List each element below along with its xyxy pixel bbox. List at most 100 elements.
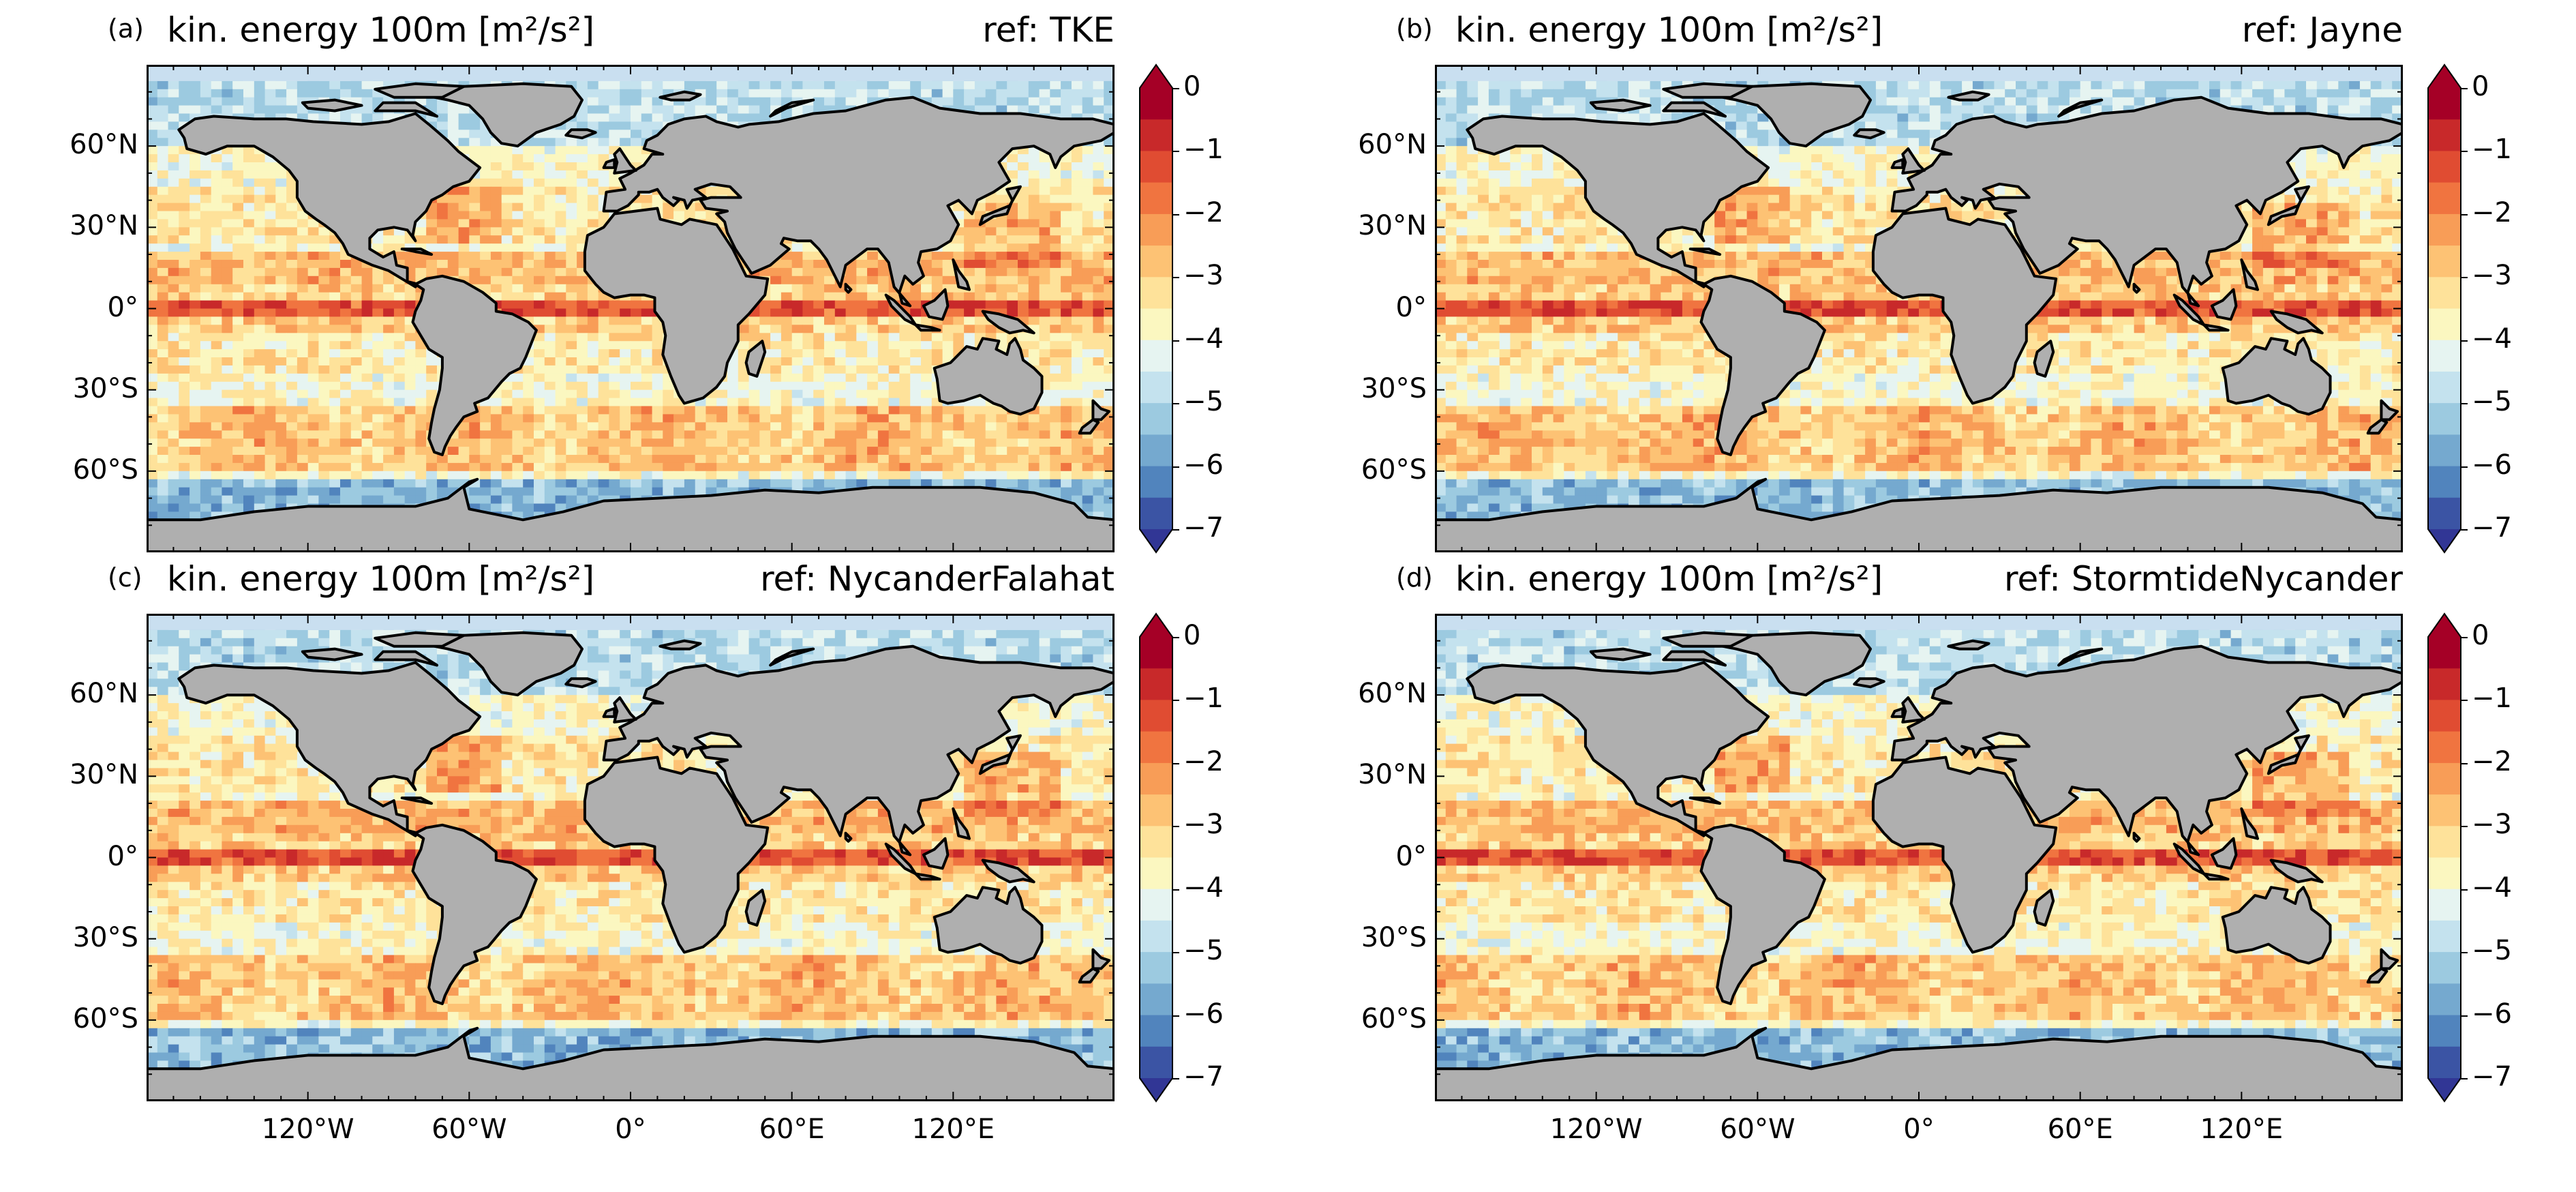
colorbar-level <box>2428 466 2461 498</box>
colorbar-level <box>1140 151 1172 183</box>
colorbar-tick <box>1172 88 1179 89</box>
y-tick-label: 60°N <box>1358 129 1427 160</box>
x-tick-label: 60°W <box>408 1114 530 1145</box>
colorbar-level <box>2428 889 2461 921</box>
colorbar-tick <box>2461 88 2468 89</box>
land-polygon <box>1662 101 1727 118</box>
colorbar-tick-label: −4 <box>1183 872 1224 904</box>
land-polygon <box>2267 185 2310 226</box>
land-polygon <box>769 647 815 667</box>
colorbar-tick <box>2461 637 2468 638</box>
land-polygon <box>1078 967 1100 984</box>
colorbar-level <box>1140 920 1172 953</box>
land-polygon <box>2269 310 2324 335</box>
land-polygon <box>2057 98 2104 118</box>
land-polygon <box>2132 282 2141 294</box>
colorbar-level <box>1140 371 1172 404</box>
land-polygon <box>1589 98 1652 113</box>
x-tick-label: 120°W <box>1535 1114 1658 1145</box>
land-polygon <box>1890 707 1905 718</box>
colorbar-tick-label: −3 <box>2472 260 2512 291</box>
land-polygon <box>2132 831 2141 843</box>
colorbar-level <box>1140 182 1172 215</box>
land-polygon <box>1078 418 1100 435</box>
land-polygon <box>1091 399 1111 421</box>
colorbar-tick-label: −4 <box>2472 872 2512 904</box>
land-polygon <box>2380 399 2399 421</box>
colorbar-tick-label: −4 <box>1183 323 1224 355</box>
land-polygon <box>981 859 1035 884</box>
land-polygon <box>744 889 767 927</box>
colorbar-level <box>2428 308 2461 341</box>
land-polygon <box>147 1026 1115 1101</box>
colorbar-level <box>2428 920 2461 953</box>
colorbar-level <box>2428 277 2461 309</box>
colorbar-tick <box>2461 762 2468 764</box>
land-polygon <box>978 185 1022 226</box>
colorbar-tick <box>1172 529 1179 531</box>
colorbar-tick <box>1172 637 1179 638</box>
land-polygons <box>1435 82 2403 552</box>
colorbar-level <box>2428 1046 2461 1079</box>
land-polygon <box>583 207 770 405</box>
colorbar-level <box>2428 857 2461 890</box>
land-polygon <box>1947 90 1990 102</box>
colorbar-tick-label: −7 <box>2472 512 2512 543</box>
colorbar-tick-label: −7 <box>1183 512 1224 543</box>
land-polygons <box>147 82 1115 552</box>
y-tick-label: 60°N <box>70 678 138 709</box>
land-polygon <box>374 82 466 99</box>
land-polygon <box>2240 258 2259 291</box>
colorbar-level <box>1140 983 1172 1016</box>
land-polygon <box>2366 418 2389 435</box>
land-polygon <box>2221 337 2332 416</box>
land-polygon <box>1721 82 1872 148</box>
colorbar-tick <box>1172 277 1179 279</box>
colorbar-tick <box>2461 151 2468 153</box>
y-tick-label: 30°S <box>1361 373 1427 404</box>
y-tick-label: 0° <box>108 292 138 323</box>
colorbar-tick <box>1172 762 1179 764</box>
colorbar-tick <box>1172 700 1179 702</box>
colorbar-tick <box>2461 889 2468 891</box>
colorbar-tick-label: −1 <box>1183 134 1224 165</box>
colorbar-level <box>1140 1015 1172 1047</box>
y-tick-label: 30°N <box>1358 210 1427 241</box>
y-tick-label: 60°S <box>1361 454 1427 486</box>
land-polygon <box>1688 248 1722 256</box>
land-polygon <box>602 95 1115 308</box>
land-polygon <box>411 274 538 456</box>
colorbar-tick <box>1172 403 1179 405</box>
land-polygon <box>2057 647 2104 667</box>
colorbar-tick-label: −6 <box>2472 998 2512 1030</box>
panel-title: kin. energy 100m [m²/s²] <box>167 559 594 599</box>
colorbar-tick-label: −5 <box>1183 386 1224 417</box>
panel-ref-label: ref: TKE <box>982 10 1115 50</box>
land-polygon <box>400 796 434 805</box>
land-polygon <box>602 644 1115 856</box>
colorbar-level <box>1140 245 1172 278</box>
colorbar-tick <box>2461 403 2468 405</box>
land-polygon <box>1853 128 1885 140</box>
land-polygon <box>411 823 538 1005</box>
colorbar-tick-label: −1 <box>1183 683 1224 714</box>
colorbar-tick-label: −1 <box>2472 134 2512 165</box>
colorbar-tick <box>2461 952 2468 954</box>
x-tick-label: 60°W <box>1696 1114 1819 1145</box>
colorbar-tick <box>2461 277 2468 279</box>
colorbar-level <box>1140 952 1172 984</box>
land-polygon <box>914 872 941 881</box>
land-polygon <box>1466 112 1770 288</box>
land-polygon <box>301 647 363 661</box>
panel-ref-label: ref: NycanderFalahat <box>760 559 1115 599</box>
land-polygon <box>1435 477 2403 552</box>
colorbar-extend-max <box>2428 614 2461 637</box>
land-polygon <box>1662 82 1754 99</box>
colorbar-level <box>2428 731 2461 764</box>
colorbar-level <box>2428 434 2461 467</box>
colorbar-level <box>2428 88 2461 120</box>
colorbar-tick-label: −7 <box>1183 1061 1224 1092</box>
y-tick-label: 30°N <box>70 210 138 241</box>
land-polygon <box>1589 647 1652 661</box>
colorbar-level <box>2428 762 2461 795</box>
